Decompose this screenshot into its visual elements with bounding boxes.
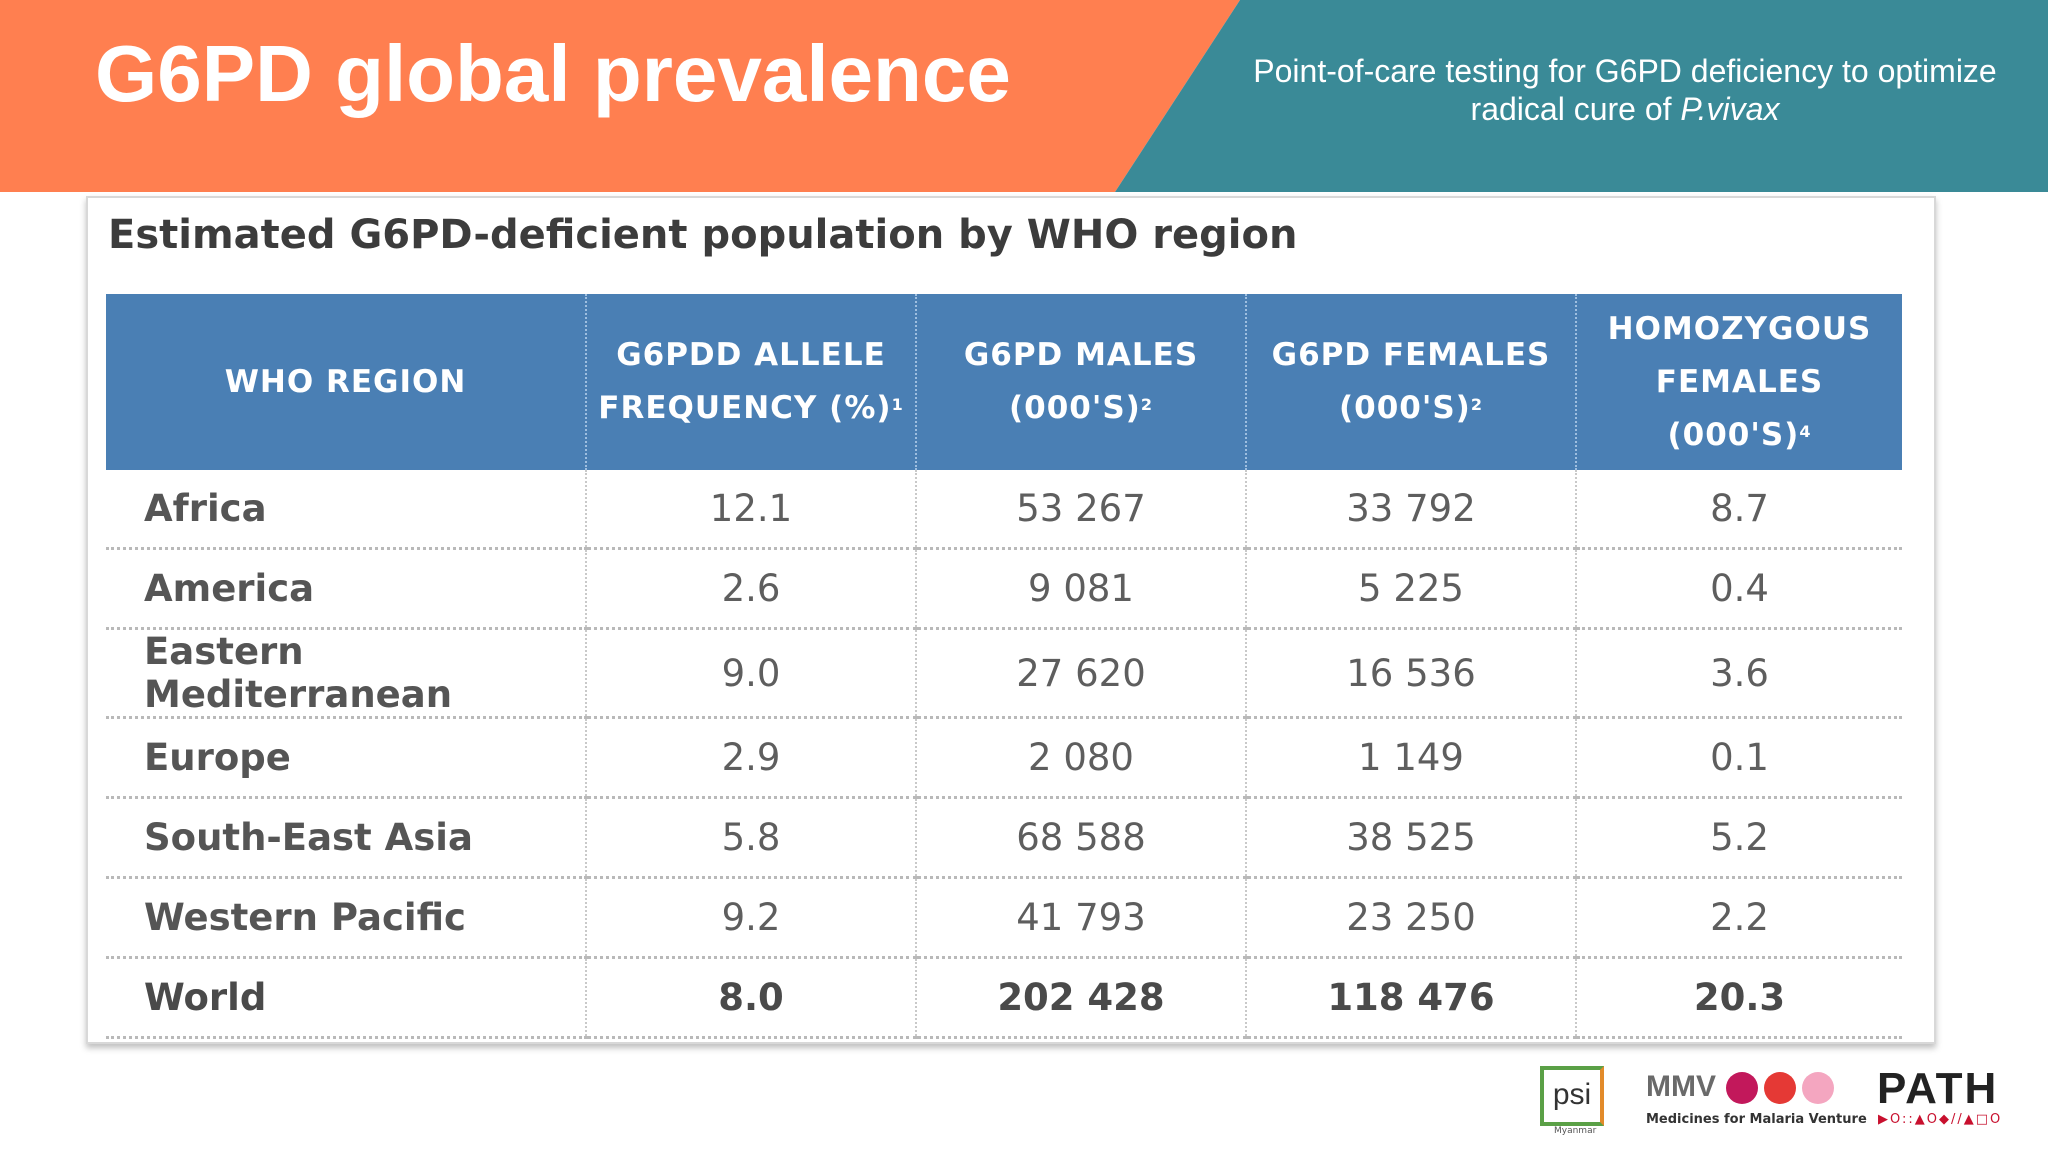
footnote-marker: 2 (1140, 395, 1153, 414)
path-logo: PATH (1877, 1064, 1999, 1113)
value-cell: 3.6 (1576, 628, 1902, 719)
column-header-line-2: FEMALES (000'S)4 (1583, 356, 1896, 462)
table-row: America 2.6 9 081 5 225 0.4 (106, 548, 1902, 630)
value-cell: 2 080 (916, 717, 1247, 799)
column-header-line-2: (000'S)2 (923, 382, 1239, 435)
value-cell: 202 428 (916, 957, 1247, 1039)
value-cell: 2.6 (586, 548, 917, 630)
region-name-cell: Eastern Mediterranean (106, 628, 587, 719)
column-header: WHO REGION (106, 294, 587, 470)
subtitle-line-1: Point-of-care testing for G6PD deficienc… (1253, 53, 1997, 89)
column-header-line-1: G6PD FEMALES (1271, 337, 1551, 373)
value-cell: 0.1 (1576, 717, 1902, 799)
table-card: Estimated G6PD-deficient population by W… (86, 196, 1936, 1044)
subtitle-line-2: radical cure of P.vivax (1215, 90, 2035, 128)
value-cell: 2.9 (586, 717, 917, 799)
region-name-cell: Western Pacific (106, 877, 587, 959)
value-cell: 1 149 (1246, 717, 1577, 799)
value-cell: 41 793 (916, 877, 1247, 959)
psi-logo-subtitle: Myanmar (1554, 1126, 1597, 1136)
value-cell: 118 476 (1246, 957, 1577, 1039)
header-background (0, 0, 2048, 192)
table-row: Western Pacific 9.2 41 793 23 250 2.2 (106, 877, 1902, 959)
value-cell: 2.2 (1576, 877, 1902, 959)
value-cell: 20.3 (1576, 957, 1902, 1039)
value-cell: 5.2 (1576, 797, 1902, 879)
table-row: Europe 2.9 2 080 1 149 0.1 (106, 717, 1902, 799)
page-title: G6PD global prevalence (95, 29, 1011, 118)
column-header-line-2: FREQUENCY (%)1 (593, 382, 909, 435)
mmv-logo: MMV (1646, 1070, 1716, 1103)
table-header-row: WHO REGION G6PDD ALLELE FREQUENCY (%)1 G6PD… (106, 294, 1902, 470)
footer-logos: psi Myanmar MMV Medicines for Malaria Ve… (1540, 1062, 2020, 1142)
column-header-line-1: HOMOZYGOUS (1607, 310, 1872, 347)
value-cell: 16 536 (1246, 628, 1577, 719)
table-body: Africa 12.1 53 267 33 792 8.7 America 2.6 9 081… (106, 470, 1902, 1039)
region-name-cell: Africa (106, 470, 587, 550)
subtitle-line-2-text: radical cure of (1470, 91, 1681, 127)
column-header-line-1: WHO REGION (224, 363, 467, 400)
value-cell: 9 081 (916, 548, 1247, 630)
value-cell: 27 620 (916, 628, 1247, 719)
value-cell: 5.8 (586, 797, 917, 879)
path-logo-pattern: ▶O::▲O◆//▲□O (1878, 1112, 2003, 1127)
column-header-line-1: G6PDD ALLELE (616, 337, 886, 373)
region-name-cell: South-East Asia (106, 797, 587, 879)
column-header-line-2: (000'S)2 (1253, 382, 1569, 435)
column-header: HOMOZYGOUS FEMALES (000'S)4 (1576, 294, 1902, 470)
value-cell: 8.0 (586, 957, 917, 1039)
value-cell: 38 525 (1246, 797, 1577, 879)
footnote-marker: 1 (891, 395, 904, 414)
value-cell: 68 588 (916, 797, 1247, 879)
footnote-marker: 4 (1799, 421, 1812, 441)
mmv-dot-icon (1764, 1072, 1796, 1104)
column-header-line-2-text: (000'S) (1008, 390, 1141, 426)
value-cell: 5 225 (1246, 548, 1577, 630)
region-name-cell: America (106, 548, 587, 630)
column-header: G6PDD ALLELE FREQUENCY (%)1 (586, 294, 917, 470)
column-header-line-2-text: (000'S) (1338, 390, 1471, 426)
value-cell: 12.1 (586, 470, 917, 550)
region-name-cell: Europe (106, 717, 587, 799)
column-header: G6PD MALES (000'S)2 (916, 294, 1247, 470)
mmv-dot-icon (1802, 1072, 1834, 1104)
table-row: Africa 12.1 53 267 33 792 8.7 (106, 470, 1902, 550)
column-header-line-2-text: FREQUENCY (%) (598, 390, 892, 426)
region-name-cell: World (106, 957, 587, 1039)
mmv-dot-icon (1726, 1072, 1758, 1104)
value-cell: 8.7 (1576, 470, 1902, 550)
footnote-marker: 2 (1470, 395, 1483, 414)
header-teal-panel (1115, 0, 2048, 192)
subtitle-species: P.vivax (1680, 91, 1780, 127)
table-title: Estimated G6PD-deficient population by W… (108, 212, 1298, 258)
page-subtitle: Point-of-care testing for G6PD deficienc… (1215, 52, 2035, 128)
psi-logo: psi (1540, 1066, 1604, 1126)
prevalence-table: WHO REGION G6PDD ALLELE FREQUENCY (%)1 G6PD… (106, 294, 1902, 1039)
table-row: Eastern Mediterranean 9.0 27 620 16 536 3.6 (106, 628, 1902, 719)
column-header: G6PD FEMALES (000'S)2 (1246, 294, 1577, 470)
column-header-line-1: G6PD MALES (963, 337, 1199, 373)
value-cell: 53 267 (916, 470, 1247, 550)
mmv-logo-subtitle: Medicines for Malaria Venture (1646, 1112, 1867, 1127)
table-row: World 8.0 202 428 118 476 20.3 (106, 957, 1902, 1039)
column-header-line-2-text: FEMALES (000'S) (1655, 363, 1824, 453)
header-orange-panel (0, 0, 1240, 192)
value-cell: 33 792 (1246, 470, 1577, 550)
header-banner: G6PD global prevalence Point-of-care tes… (0, 0, 2048, 192)
value-cell: 0.4 (1576, 548, 1902, 630)
value-cell: 9.2 (586, 877, 917, 959)
table-row: South-East Asia 5.8 68 588 38 525 5.2 (106, 797, 1902, 879)
value-cell: 9.0 (586, 628, 917, 719)
value-cell: 23 250 (1246, 877, 1577, 959)
